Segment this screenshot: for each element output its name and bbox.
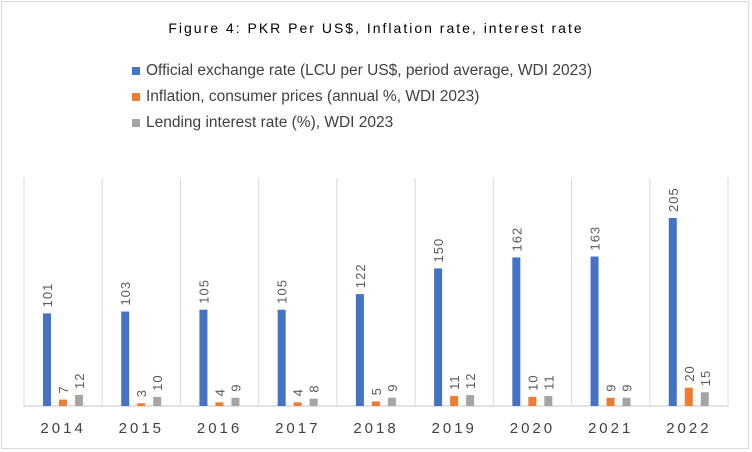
bar: [590, 256, 599, 406]
bar: [528, 396, 537, 406]
bar: [700, 392, 709, 406]
bar: [121, 311, 130, 406]
data-label: 9: [228, 384, 243, 392]
bar: [544, 395, 553, 406]
data-label: 12: [72, 373, 87, 389]
data-label: 12: [463, 373, 478, 389]
data-label: 20: [682, 365, 697, 381]
legend-item-exchange-rate: Official exchange rate (LCU per US$, per…: [132, 58, 592, 84]
bar: [75, 394, 83, 406]
data-label: 15: [698, 370, 713, 386]
bar: [215, 402, 224, 406]
x-tick-label: 2019: [432, 420, 477, 437]
data-label: 205: [666, 187, 681, 212]
data-label: 4: [291, 388, 306, 396]
legend: Official exchange rate (LCU per US$, per…: [132, 58, 592, 136]
x-tick-label: 2021: [588, 420, 633, 437]
data-label: 122: [353, 263, 368, 288]
data-label: 10: [525, 374, 540, 390]
bar: [668, 218, 677, 406]
bar: [622, 397, 631, 406]
bar: [231, 397, 240, 406]
bar: [606, 397, 615, 406]
data-label: 8: [307, 384, 322, 392]
legend-item-lending-rate: Lending interest rate (%), WDI 2023: [132, 110, 592, 136]
bar: [355, 294, 364, 406]
data-label: 10: [150, 374, 165, 390]
bar: [293, 402, 302, 406]
bar: [59, 399, 67, 406]
bar: [199, 309, 208, 406]
data-label: 3: [134, 389, 149, 397]
data-label: 5: [369, 387, 384, 395]
bar: [512, 257, 521, 406]
legend-swatch: [132, 119, 140, 127]
data-label: 9: [604, 384, 619, 392]
legend-swatch: [132, 67, 140, 75]
data-label: 11: [447, 374, 462, 390]
data-label: 105: [275, 279, 290, 304]
bar: [466, 394, 475, 406]
x-tick-label: 2015: [119, 420, 164, 437]
data-label: 101: [40, 283, 55, 308]
bar: [309, 398, 318, 406]
bar: [387, 397, 396, 406]
bar: [137, 403, 146, 406]
legend-item-inflation: Inflation, consumer prices (annual %, WD…: [132, 84, 592, 110]
data-label: 163: [588, 226, 603, 251]
bar: [684, 387, 693, 406]
chart-title: Figure 4: PKR Per US$, Inflation rate, i…: [168, 20, 584, 36]
legend-label: Inflation, consumer prices (annual %, WD…: [146, 88, 480, 105]
bar: [153, 396, 162, 406]
legend-swatch: [132, 93, 140, 101]
data-label: 103: [118, 281, 133, 306]
data-label: 105: [196, 279, 211, 304]
x-tick-label: 2022: [666, 420, 711, 437]
bar: [43, 313, 51, 406]
data-label: 4: [212, 388, 227, 396]
data-label: 11: [541, 374, 556, 390]
legend-label: Official exchange rate (LCU per US$, per…: [146, 62, 592, 79]
bar: [277, 309, 286, 406]
bar: [371, 401, 380, 406]
data-label: 9: [620, 384, 635, 392]
x-tick-label: 2016: [197, 420, 242, 437]
x-tick-label: 2020: [510, 420, 555, 437]
data-label: 7: [56, 385, 71, 393]
data-label: 9: [385, 384, 400, 392]
legend-label: Lending interest rate (%), WDI 2023: [146, 114, 394, 131]
data-label: 162: [509, 227, 524, 252]
x-tick-label: 2018: [353, 420, 398, 437]
x-tick-label: 2014: [40, 420, 85, 437]
bar: [450, 395, 459, 406]
x-tick-label: 2017: [275, 420, 320, 437]
bar: [434, 268, 443, 406]
data-label: 150: [431, 238, 446, 263]
